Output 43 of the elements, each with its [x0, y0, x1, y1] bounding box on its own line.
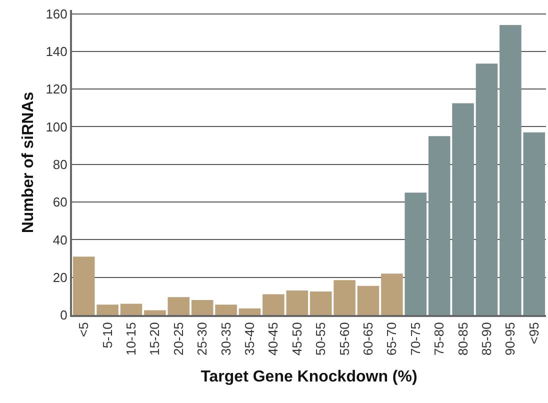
- y-tick-label: 80: [52, 156, 68, 172]
- x-tick-label: 30-35: [218, 322, 234, 356]
- x-tick-label: 25-30: [194, 322, 210, 356]
- bar: [500, 25, 522, 315]
- y-tick-label: 60: [52, 194, 68, 210]
- bar: [238, 308, 261, 315]
- x-tick-label: 45-50: [289, 322, 304, 356]
- bar: [381, 274, 403, 315]
- y-axis-title: Number of siRNAs: [20, 92, 38, 234]
- y-tick-label: 20: [52, 270, 68, 285]
- bar: [286, 290, 308, 315]
- x-tick-label: 40-45: [266, 322, 281, 356]
- x-tick-label: 80-85: [455, 322, 470, 356]
- x-tick-label: 5-10: [100, 322, 115, 348]
- x-tick-label: 85-90: [478, 322, 494, 356]
- x-tick-label: <5: [76, 322, 92, 338]
- bar: [262, 294, 284, 315]
- x-tick-label: 10-15: [123, 322, 138, 356]
- bar: [357, 286, 380, 315]
- x-tick-label: 50-55: [313, 322, 328, 356]
- x-tick-label: 20-25: [170, 322, 186, 356]
- x-tick-label: 15-20: [147, 322, 162, 356]
- y-tick-label: 120: [46, 82, 68, 97]
- x-tick-label: 60-65: [360, 322, 376, 356]
- y-tick-label: 140: [46, 44, 68, 59]
- x-tick-label: 35-40: [242, 322, 257, 356]
- y-tick-label: 0: [60, 308, 68, 323]
- x-tick-label: 65-70: [384, 322, 400, 356]
- bar: [404, 192, 427, 315]
- x-tick-label: 70-75: [408, 322, 423, 356]
- bar: [476, 64, 498, 315]
- bar: [120, 304, 142, 315]
- bar: [523, 132, 546, 315]
- y-tick-label: 100: [46, 119, 68, 134]
- y-tick-label: 160: [46, 6, 68, 22]
- x-tick-label: 75-80: [432, 322, 447, 356]
- x-tick-label: <95: [526, 322, 542, 344]
- x-tick-label: 90-95: [502, 322, 518, 356]
- x-tick-label: 55-60: [336, 322, 352, 356]
- x-axis-title: Target Gene Knockdown (%): [200, 368, 418, 386]
- bar: [168, 297, 190, 315]
- y-tick-label: 40: [52, 232, 68, 248]
- bar: [144, 310, 166, 315]
